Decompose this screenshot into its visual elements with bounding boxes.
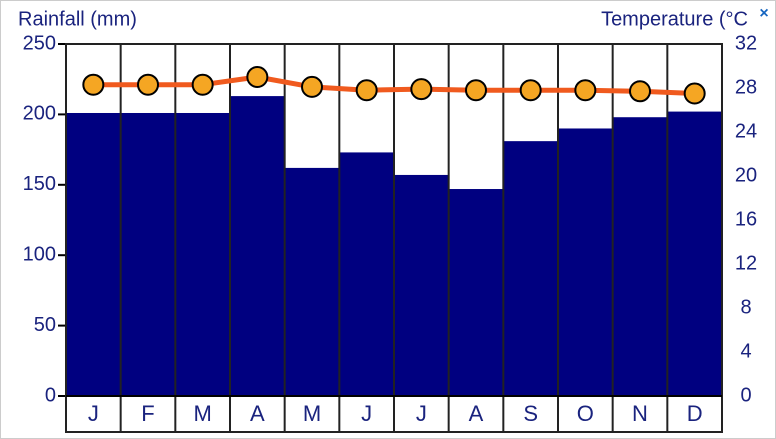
- temperature-marker: [465, 79, 487, 102]
- temperature-marker: [574, 79, 597, 102]
- bar: [175, 112, 230, 396]
- bar: [503, 141, 558, 396]
- bar: [448, 189, 504, 396]
- y2-tick-label: 8: [740, 296, 751, 318]
- bar: [230, 96, 285, 396]
- x-tick-label: N: [632, 401, 648, 426]
- x-tick-label: J: [361, 401, 372, 426]
- bar: [612, 117, 668, 396]
- plot-border: [65, 43, 723, 433]
- y2-tick-label: 32: [735, 32, 757, 54]
- x-tick-label: F: [141, 401, 154, 426]
- bar: [667, 111, 722, 397]
- temperature-marker: [683, 82, 706, 105]
- temperature-marker: [629, 80, 651, 103]
- y-tick-label: 100: [23, 243, 56, 265]
- temperature-marker: [519, 79, 542, 102]
- temperature-marker: [301, 75, 323, 98]
- x-tick-label: M: [194, 401, 212, 426]
- y2-tick-label: 0: [740, 384, 751, 406]
- x-tick-label: J: [416, 401, 427, 426]
- y-axis-label: Rainfall (mm): [18, 8, 137, 30]
- bar: [394, 174, 449, 396]
- temperature-marker: [137, 73, 159, 96]
- temperature-marker: [355, 79, 378, 102]
- x-tick-label: A: [469, 401, 484, 426]
- temperature-marker: [246, 66, 269, 88]
- bar: [558, 128, 613, 397]
- y-tick-label: 250: [23, 32, 56, 54]
- y-tick-label: 200: [23, 103, 56, 125]
- bar: [120, 112, 176, 396]
- x-tick-label: O: [577, 401, 594, 426]
- temperature-marker: [410, 78, 433, 101]
- y-tick-label: 50: [34, 314, 56, 336]
- y2-tick-label: 16: [735, 208, 757, 230]
- y2-tick-label: 4: [740, 340, 751, 362]
- bar: [284, 167, 340, 396]
- y2-tick-label: 20: [735, 164, 757, 186]
- y-tick-label: 0: [45, 384, 56, 406]
- bar: [339, 152, 394, 396]
- y2-tick-label: 28: [735, 76, 757, 98]
- temperature-marker: [82, 73, 105, 96]
- x-tick-label: D: [687, 401, 703, 426]
- x-tick-label: A: [250, 401, 265, 426]
- x-tick-label: M: [303, 401, 321, 426]
- temperature-marker: [191, 73, 214, 96]
- bar: [66, 112, 121, 396]
- y2-axis-label: Temperature (°C: [601, 8, 748, 30]
- close-button[interactable]: ×: [759, 5, 768, 22]
- y2-tick-label: 12: [735, 252, 757, 274]
- y2-tick-label: 24: [735, 120, 757, 142]
- x-tick-label: J: [88, 401, 99, 426]
- y-tick-label: 150: [23, 173, 56, 195]
- x-tick-label: S: [523, 401, 538, 426]
